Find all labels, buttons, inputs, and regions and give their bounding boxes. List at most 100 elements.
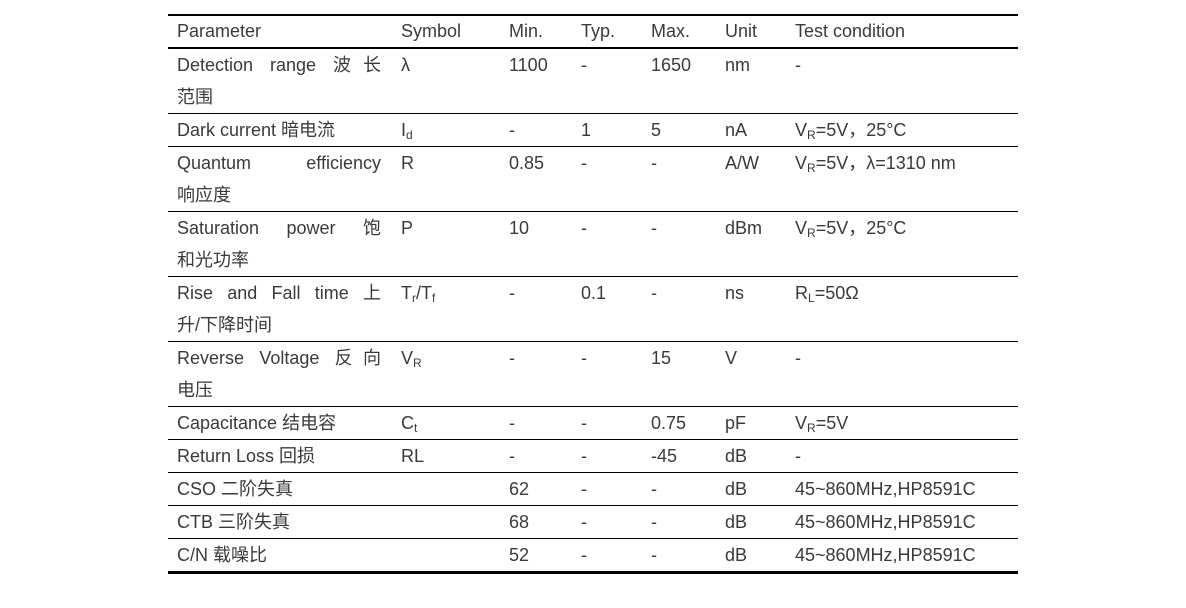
spec-table: Parameter Symbol Min. Typ. Max. Unit Tes… xyxy=(168,14,1018,574)
col-header-typ: Typ. xyxy=(581,14,651,49)
parameter-cell: Reverse Voltage 反向 电压 xyxy=(168,341,401,407)
typ-cell: - xyxy=(581,505,651,539)
col-header-parameter: Parameter xyxy=(168,14,401,49)
testcond-cell: - xyxy=(795,341,1018,407)
typ-cell: - xyxy=(581,48,651,114)
unit-cell: pF xyxy=(725,406,795,440)
testcond-cell: - xyxy=(795,48,1018,114)
min-cell: - xyxy=(509,406,581,440)
testcond-cell: 45~860MHz,HP8591C xyxy=(795,505,1018,539)
parameter-cell: Dark current 暗电流 xyxy=(168,113,401,147)
parameter-line: Return Loss 回损 xyxy=(177,446,316,466)
unit-cell: dB xyxy=(725,538,795,574)
parameter-cell: Quantum efficiency 响应度 xyxy=(168,146,401,212)
table-row: Dark current 暗电流 Id - 1 5 nA VR=5V，25°C xyxy=(168,113,1018,147)
table-row: Quantum efficiency 响应度 R 0.85 - - A/W VR… xyxy=(168,146,1018,212)
unit-cell: dBm xyxy=(725,211,795,277)
table-row: CTB 三阶失真 68 - - dB 45~860MHz,HP8591C xyxy=(168,505,1018,539)
parameter-line: Saturation power 饱 xyxy=(177,218,381,238)
typ-cell: - xyxy=(581,406,651,440)
min-cell: 52 xyxy=(509,538,581,574)
min-cell: 0.85 xyxy=(509,146,581,212)
max-cell: -45 xyxy=(651,439,725,473)
min-cell: 62 xyxy=(509,472,581,506)
parameter-line: 升/下降时间 xyxy=(177,315,273,335)
table-row: C/N 载噪比 52 - - dB 45~860MHz,HP8591C xyxy=(168,538,1018,574)
testcond-cell: - xyxy=(795,439,1018,473)
parameter-cell: CTB 三阶失真 xyxy=(168,505,401,539)
max-cell: - xyxy=(651,276,725,342)
symbol-cell: R xyxy=(401,146,509,212)
max-cell: 0.75 xyxy=(651,406,725,440)
symbol-cell: P xyxy=(401,211,509,277)
testcond-cell: VR=5V xyxy=(795,406,1018,440)
table-row: Reverse Voltage 反向 电压 VR - - 15 V - xyxy=(168,341,1018,407)
header-row: Parameter Symbol Min. Typ. Max. Unit Tes… xyxy=(168,14,1018,49)
unit-cell: A/W xyxy=(725,146,795,212)
parameter-line: Capacitance 结电容 xyxy=(177,413,337,433)
parameter-line: 范围 xyxy=(177,87,213,107)
table-row: Return Loss 回损 RL - - -45 dB - xyxy=(168,439,1018,473)
typ-cell: - xyxy=(581,538,651,574)
parameter-line: Rise and Fall time 上 xyxy=(177,283,381,303)
max-cell: 15 xyxy=(651,341,725,407)
parameter-cell: Capacitance 结电容 xyxy=(168,406,401,440)
symbol-cell xyxy=(401,538,509,574)
max-cell: 5 xyxy=(651,113,725,147)
parameter-line: Dark current 暗电流 xyxy=(177,120,336,140)
max-cell: - xyxy=(651,146,725,212)
col-header-unit: Unit xyxy=(725,14,795,49)
parameter-line: 和光功率 xyxy=(177,250,249,270)
min-cell: - xyxy=(509,439,581,473)
table-row: Detection range 波长 范围 λ 1100 - 1650 nm - xyxy=(168,48,1018,114)
parameter-cell: Rise and Fall time 上 升/下降时间 xyxy=(168,276,401,342)
col-header-min: Min. xyxy=(509,14,581,49)
min-cell: 68 xyxy=(509,505,581,539)
typ-cell: 1 xyxy=(581,113,651,147)
min-cell: 1100 xyxy=(509,48,581,114)
symbol-cell: VR xyxy=(401,341,509,407)
parameter-line: Reverse Voltage 反向 xyxy=(177,348,381,368)
typ-cell: - xyxy=(581,439,651,473)
parameter-cell: Detection range 波长 范围 xyxy=(168,48,401,114)
testcond-cell: RL=50Ω xyxy=(795,276,1018,342)
table-row: CSO 二阶失真 62 - - dB 45~860MHz,HP8591C xyxy=(168,472,1018,506)
parameter-line: C/N 载噪比 xyxy=(177,545,267,565)
max-cell: - xyxy=(651,538,725,574)
typ-cell: - xyxy=(581,472,651,506)
testcond-cell: 45~860MHz,HP8591C xyxy=(795,538,1018,574)
unit-cell: dB xyxy=(725,472,795,506)
min-cell: - xyxy=(509,113,581,147)
col-header-max: Max. xyxy=(651,14,725,49)
table-row: Saturation power 饱 和光功率 P 10 - - dBm VR=… xyxy=(168,211,1018,277)
unit-cell: nm xyxy=(725,48,795,114)
symbol-cell: Id xyxy=(401,113,509,147)
parameter-line: Quantum efficiency xyxy=(177,153,381,173)
parameter-line: CSO 二阶失真 xyxy=(177,479,294,499)
typ-cell: - xyxy=(581,341,651,407)
testcond-cell: 45~860MHz,HP8591C xyxy=(795,472,1018,506)
symbol-cell: Tr/Tf xyxy=(401,276,509,342)
typ-cell: 0.1 xyxy=(581,276,651,342)
min-cell: - xyxy=(509,341,581,407)
max-cell: 1650 xyxy=(651,48,725,114)
symbol-cell: λ xyxy=(401,48,509,114)
testcond-cell: VR=5V，25°C xyxy=(795,211,1018,277)
symbol-cell xyxy=(401,472,509,506)
testcond-cell: VR=5V，25°C xyxy=(795,113,1018,147)
symbol-cell: Ct xyxy=(401,406,509,440)
symbol-cell: RL xyxy=(401,439,509,473)
max-cell: - xyxy=(651,211,725,277)
max-cell: - xyxy=(651,505,725,539)
unit-cell: dB xyxy=(725,505,795,539)
min-cell: - xyxy=(509,276,581,342)
unit-cell: ns xyxy=(725,276,795,342)
table-row: Rise and Fall time 上 升/下降时间 Tr/Tf - 0.1 … xyxy=(168,276,1018,342)
min-cell: 10 xyxy=(509,211,581,277)
testcond-cell: VR=5V，λ=1310 nm xyxy=(795,146,1018,212)
parameter-line: 电压 xyxy=(177,380,213,400)
unit-cell: V xyxy=(725,341,795,407)
typ-cell: - xyxy=(581,211,651,277)
table-row: Capacitance 结电容 Ct - - 0.75 pF VR=5V xyxy=(168,406,1018,440)
